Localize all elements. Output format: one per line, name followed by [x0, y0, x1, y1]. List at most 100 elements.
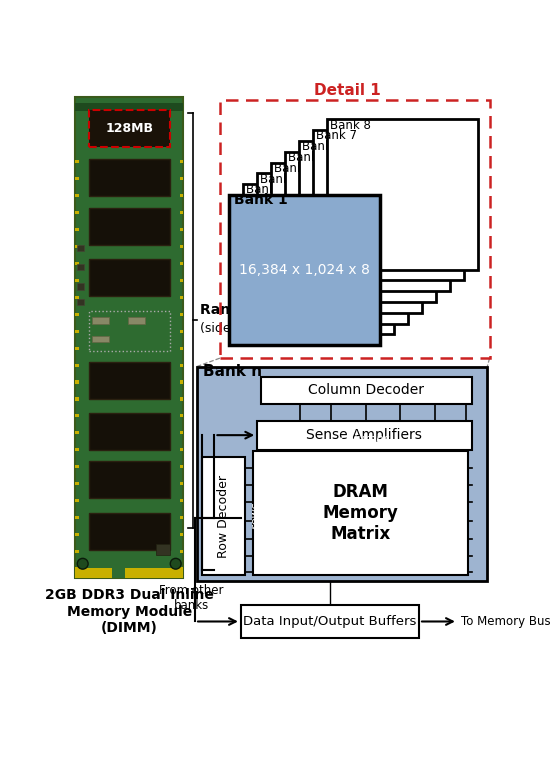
- Bar: [75, 313, 79, 316]
- Bar: [179, 482, 184, 485]
- Bar: [89, 362, 169, 399]
- Text: Bank n: Bank n: [203, 365, 262, 379]
- Bar: [75, 550, 79, 553]
- Bar: [179, 567, 184, 570]
- Bar: [75, 415, 79, 418]
- Bar: [327, 120, 478, 270]
- Bar: [89, 461, 169, 497]
- Bar: [179, 330, 184, 333]
- Text: Bank 5: Bank 5: [288, 151, 329, 164]
- Bar: [241, 606, 419, 637]
- Text: Rank 1: Rank 1: [201, 302, 254, 317]
- Bar: [89, 413, 169, 449]
- Bar: [128, 318, 145, 324]
- Circle shape: [77, 559, 88, 569]
- Bar: [156, 543, 169, 555]
- Bar: [75, 499, 79, 502]
- Bar: [75, 465, 79, 468]
- Bar: [75, 245, 79, 248]
- Bar: [75, 397, 79, 400]
- Bar: [179, 550, 184, 553]
- Bar: [179, 465, 184, 468]
- Bar: [75, 97, 184, 578]
- Bar: [179, 381, 184, 384]
- Text: Detail 1: Detail 1: [314, 83, 381, 98]
- Bar: [89, 513, 169, 550]
- Bar: [75, 194, 79, 197]
- Text: Data Input/Output Buffers: Data Input/Output Buffers: [243, 615, 416, 628]
- Bar: [179, 448, 184, 451]
- Text: Sense Amplifiers: Sense Amplifiers: [306, 428, 422, 442]
- Bar: [179, 397, 184, 400]
- Text: 16,384 x 1,024 x 8: 16,384 x 1,024 x 8: [239, 263, 370, 277]
- Bar: [89, 158, 169, 196]
- Bar: [257, 174, 408, 324]
- Text: Bank 8: Bank 8: [330, 119, 371, 132]
- Bar: [179, 313, 184, 316]
- Bar: [75, 567, 79, 570]
- Bar: [179, 279, 184, 282]
- Text: ... rows ...: ... rows ...: [251, 489, 261, 543]
- Bar: [179, 211, 184, 215]
- Text: (side 1): (side 1): [201, 321, 248, 334]
- Bar: [313, 130, 464, 280]
- Bar: [179, 516, 184, 519]
- Bar: [75, 279, 79, 282]
- Bar: [202, 458, 245, 575]
- Text: Row Decoder: Row Decoder: [217, 475, 230, 557]
- Bar: [75, 431, 79, 434]
- Text: 128MB: 128MB: [105, 122, 153, 135]
- Bar: [179, 177, 184, 180]
- Bar: [179, 415, 184, 418]
- Bar: [179, 262, 184, 265]
- Bar: [179, 245, 184, 248]
- Bar: [75, 381, 79, 384]
- Text: Bank 3: Bank 3: [260, 173, 301, 186]
- Bar: [75, 330, 79, 333]
- Text: Bank 2: Bank 2: [246, 183, 287, 196]
- Bar: [76, 283, 84, 290]
- Bar: [179, 499, 184, 502]
- Bar: [89, 258, 169, 296]
- Bar: [179, 364, 184, 367]
- Bar: [179, 194, 184, 197]
- Bar: [179, 533, 184, 536]
- Bar: [75, 296, 79, 299]
- Circle shape: [170, 559, 181, 569]
- Bar: [220, 100, 490, 358]
- Bar: [89, 208, 169, 245]
- Bar: [75, 103, 184, 111]
- Bar: [75, 211, 79, 215]
- Text: Bank 4: Bank 4: [274, 161, 315, 175]
- Text: To Memory Bus: To Memory Bus: [461, 615, 550, 628]
- Text: Bank 6: Bank 6: [302, 140, 343, 153]
- Bar: [92, 318, 109, 324]
- Text: ... columns ...: ... columns ...: [324, 433, 404, 446]
- Bar: [179, 160, 184, 163]
- Bar: [89, 312, 169, 351]
- Bar: [299, 141, 450, 291]
- Bar: [257, 421, 472, 449]
- Bar: [75, 262, 79, 265]
- Bar: [89, 110, 169, 147]
- Text: From other
banks: From other banks: [159, 584, 223, 612]
- Bar: [179, 431, 184, 434]
- Bar: [75, 482, 79, 485]
- Bar: [243, 184, 394, 334]
- Bar: [75, 448, 79, 451]
- Bar: [75, 516, 79, 519]
- Bar: [76, 265, 84, 271]
- Text: Bank 7: Bank 7: [316, 130, 357, 143]
- Bar: [92, 336, 109, 342]
- Text: DRAM
Memory
Matrix: DRAM Memory Matrix: [323, 483, 398, 543]
- Bar: [75, 533, 79, 536]
- Text: Column Decoder: Column Decoder: [309, 384, 425, 397]
- Bar: [179, 346, 184, 349]
- Bar: [75, 346, 79, 349]
- Bar: [197, 367, 487, 581]
- Bar: [179, 296, 184, 299]
- Bar: [112, 568, 124, 578]
- Bar: [179, 228, 184, 231]
- Bar: [253, 451, 468, 575]
- Bar: [76, 299, 84, 305]
